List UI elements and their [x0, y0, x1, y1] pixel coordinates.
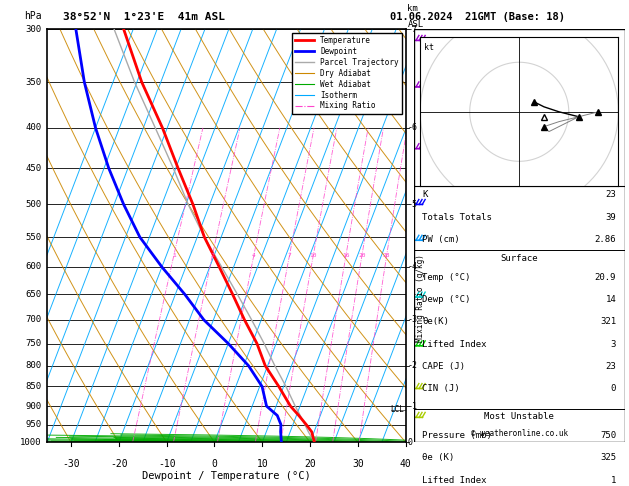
Text: -6: -6 — [408, 123, 418, 132]
Text: 23: 23 — [606, 362, 616, 371]
Text: 7: 7 — [287, 253, 291, 258]
Text: 20: 20 — [358, 253, 365, 258]
Text: 550: 550 — [26, 233, 42, 242]
Text: 650: 650 — [26, 290, 42, 299]
Text: 3: 3 — [611, 340, 616, 349]
Text: 2: 2 — [211, 253, 214, 258]
Text: kt: kt — [424, 43, 434, 52]
Text: 750: 750 — [600, 431, 616, 440]
Text: 950: 950 — [26, 420, 42, 429]
Text: 500: 500 — [26, 200, 42, 209]
Text: CAPE (J): CAPE (J) — [422, 362, 465, 371]
Text: Dewpoint / Temperature (°C): Dewpoint / Temperature (°C) — [142, 471, 311, 481]
Text: -5: -5 — [408, 200, 418, 209]
Text: ASL: ASL — [408, 20, 423, 29]
Text: Dewp (°C): Dewp (°C) — [422, 295, 470, 304]
Text: 28: 28 — [383, 253, 391, 258]
Text: 20.9: 20.9 — [594, 273, 616, 282]
Text: 40: 40 — [400, 459, 411, 469]
Text: -30: -30 — [62, 459, 80, 469]
Text: 01.06.2024  21GMT (Base: 18): 01.06.2024 21GMT (Base: 18) — [390, 12, 565, 22]
Text: 321: 321 — [600, 317, 616, 327]
Text: 38°52'N  1°23'E  41m ASL: 38°52'N 1°23'E 41m ASL — [63, 12, 225, 22]
Text: -10: -10 — [158, 459, 175, 469]
Text: 350: 350 — [26, 78, 42, 87]
Text: Mixing Ratio (g/kg): Mixing Ratio (g/kg) — [416, 254, 425, 342]
Text: -7: -7 — [408, 25, 418, 34]
Text: © weatheronline.co.uk: © weatheronline.co.uk — [470, 429, 568, 438]
Text: CIN (J): CIN (J) — [422, 384, 460, 393]
Text: 14: 14 — [606, 295, 616, 304]
Text: 400: 400 — [26, 123, 42, 132]
Text: Lifted Index: Lifted Index — [422, 340, 487, 349]
Text: 10: 10 — [257, 459, 268, 469]
Text: 39: 39 — [606, 212, 616, 222]
Text: -1: -1 — [408, 401, 418, 411]
Legend: Temperature, Dewpoint, Parcel Trajectory, Dry Adiabat, Wet Adiabat, Isotherm, Mi: Temperature, Dewpoint, Parcel Trajectory… — [292, 33, 402, 114]
Text: 23: 23 — [606, 191, 616, 199]
Text: hPa: hPa — [24, 11, 42, 21]
Text: 4: 4 — [252, 253, 256, 258]
Text: -3: -3 — [408, 315, 418, 324]
Text: 300: 300 — [26, 25, 42, 34]
Text: 700: 700 — [26, 315, 42, 324]
Text: 325: 325 — [600, 453, 616, 463]
Text: 750: 750 — [26, 339, 42, 348]
Text: -4: -4 — [408, 262, 418, 272]
Text: K: K — [422, 191, 428, 199]
Text: 20: 20 — [304, 459, 316, 469]
Text: Surface: Surface — [501, 254, 538, 263]
Text: Lifted Index: Lifted Index — [422, 476, 487, 485]
Text: 10: 10 — [309, 253, 317, 258]
Text: -20: -20 — [110, 459, 128, 469]
Text: Temp (°C): Temp (°C) — [422, 273, 470, 282]
Text: 16: 16 — [342, 253, 350, 258]
Text: 0: 0 — [611, 384, 616, 393]
Text: 2.86: 2.86 — [594, 235, 616, 244]
Text: 1000: 1000 — [20, 438, 42, 447]
Text: θe (K): θe (K) — [422, 453, 455, 463]
Text: 30: 30 — [352, 459, 364, 469]
Text: PW (cm): PW (cm) — [422, 235, 460, 244]
Text: 0: 0 — [211, 459, 218, 469]
Text: 600: 600 — [26, 262, 42, 272]
Text: km: km — [408, 3, 418, 13]
Text: θe(K): θe(K) — [422, 317, 449, 327]
Text: 1: 1 — [611, 476, 616, 485]
Text: 1: 1 — [172, 253, 175, 258]
Text: 850: 850 — [26, 382, 42, 391]
Text: LCL: LCL — [391, 405, 404, 415]
Text: 450: 450 — [26, 164, 42, 173]
Text: Totals Totals: Totals Totals — [422, 212, 492, 222]
Text: 0: 0 — [408, 438, 413, 447]
Text: -2: -2 — [408, 361, 418, 370]
Text: 900: 900 — [26, 401, 42, 411]
Text: 800: 800 — [26, 361, 42, 370]
Text: Most Unstable: Most Unstable — [484, 412, 554, 421]
Text: Pressure (mb): Pressure (mb) — [422, 431, 492, 440]
